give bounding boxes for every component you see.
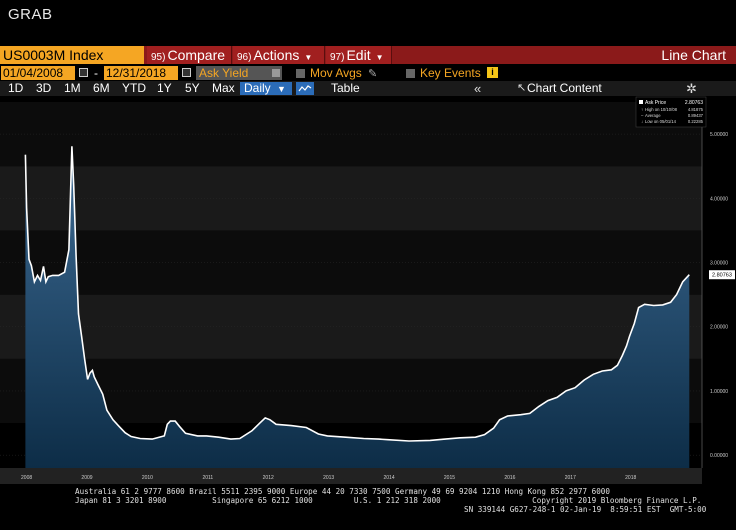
mov-avgs-label[interactable]: Mov Avgs: [310, 66, 362, 80]
x-tick-label: 2018: [625, 475, 636, 481]
period-3d-button[interactable]: 3D: [36, 81, 52, 95]
footer-session-line: SN 339144 G627-248-1 02-Jan-19 8:59:51 E…: [464, 505, 707, 514]
x-tick-label: 2012: [263, 475, 274, 481]
y-tick-label: 1.00000: [710, 389, 728, 395]
footer: Australia 61 2 9777 8600 Brazil 5511 239…: [0, 487, 736, 530]
calendar-icon[interactable]: [79, 68, 88, 77]
mov-avgs-checkbox[interactable]: [296, 69, 305, 78]
actions-num: 96): [237, 52, 252, 63]
line-chart[interactable]: 0.00000 1.00000 2.00000 3.00000 4.00000 5.000…: [0, 96, 736, 484]
key-events-label[interactable]: Key Events: [420, 66, 481, 80]
gear-icon[interactable]: ✲: [686, 81, 697, 96]
period-6m-button[interactable]: 6M: [93, 81, 110, 95]
y-tick-label: 5.00000: [710, 132, 728, 138]
chart-content-icon: ↖: [517, 82, 527, 94]
x-tick-label: 2015: [444, 475, 455, 481]
frequency-value: Daily: [244, 81, 271, 95]
y-tick-label: 4.00000: [710, 196, 728, 202]
frequency-select[interactable]: Daily ▼: [240, 82, 292, 95]
compare-num: 95): [151, 52, 166, 63]
compare-button[interactable]: 95) Compare: [147, 46, 232, 64]
legend-average-marker: –: [641, 113, 644, 118]
calendar-icon[interactable]: [182, 68, 191, 77]
legend-high-value: 4.81875: [688, 107, 704, 112]
legend-box: [635, 96, 707, 128]
x-tick-label: 2010: [142, 475, 153, 481]
field-select[interactable]: Ask Yield: [196, 66, 282, 80]
ticker-input[interactable]: US0003M Index: [0, 46, 144, 64]
x-tick-label: 2016: [504, 475, 515, 481]
command-bar: US0003M Index 95) Compare 96) Actions ▼ 97)…: [0, 46, 736, 64]
x-tick-label: 2014: [383, 475, 394, 481]
x-tick-label: 2013: [323, 475, 334, 481]
legend-low-marker: ↓: [641, 119, 643, 124]
line-chart-icon[interactable]: [296, 82, 314, 95]
series-area: [25, 146, 690, 469]
actions-label: Actions: [253, 47, 300, 63]
legend-series-name: Ask Price: [645, 100, 666, 106]
info-icon[interactable]: i: [487, 67, 498, 78]
legend-series-value: 2.80763: [685, 100, 703, 106]
footer-contacts-line-2: Japan 81 3 3201 8900 Singapore 65 6212 1…: [75, 496, 702, 505]
y-tick-label: 0.00000: [710, 453, 728, 459]
actions-menu[interactable]: 96) Actions ▼: [233, 46, 325, 64]
period-1d-button[interactable]: 1D: [8, 81, 24, 95]
legend-high-label: High on 10/10/08: [645, 107, 678, 112]
chart-content-button[interactable]: Chart Content: [527, 81, 602, 95]
edit-menu[interactable]: 97) Edit ▼: [326, 46, 392, 64]
chart-type-label: Line Chart: [661, 47, 726, 63]
legend-swatch: [639, 100, 643, 104]
period-5y-button[interactable]: 5Y: [185, 81, 200, 95]
edit-label: Edit: [346, 47, 371, 63]
y-tick-label: 2.00000: [710, 325, 728, 331]
collapse-icon[interactable]: «: [474, 81, 482, 96]
edit-num: 97): [330, 52, 345, 63]
x-tick-label: 2008: [21, 475, 32, 481]
y-tick-label: 3.00000: [710, 261, 728, 267]
period-1m-button[interactable]: 1M: [64, 81, 81, 95]
period-1y-button[interactable]: 1Y: [157, 81, 172, 95]
legend-low-value: 0.22285: [688, 119, 704, 124]
last-value-label: 2.80763: [712, 273, 732, 279]
period-ytd-button[interactable]: YTD: [122, 81, 146, 95]
window-title: GRAB: [8, 6, 53, 23]
chevron-down-icon: ▼: [277, 84, 286, 94]
edit-caret-icon: ▼: [375, 53, 384, 62]
legend: Ask Price 2.80763 ↑ High on 10/10/08 4.8…: [635, 96, 707, 128]
footer-contacts-line: Australia 61 2 9777 8600 Brazil 5511 239…: [75, 487, 610, 496]
x-tick-label: 2017: [565, 475, 576, 481]
legend-low-label: Low on 05/01/14: [645, 119, 677, 124]
x-axis-band: [0, 468, 702, 484]
period-max-button[interactable]: Max: [212, 81, 235, 95]
date-bar: 01/04/2008 - 12/31/2018 Ask Yield Mov Av…: [0, 65, 736, 81]
end-date-input[interactable]: 12/31/2018: [104, 66, 178, 80]
table-button[interactable]: Table: [331, 81, 360, 95]
compare-label: Compare: [167, 47, 226, 63]
date-separator: -: [94, 66, 98, 80]
x-tick-label: 2011: [202, 475, 213, 481]
pencil-icon[interactable]: ✎: [368, 68, 378, 80]
x-tick-label: 2009: [81, 475, 92, 481]
start-date-input[interactable]: 01/04/2008: [1, 66, 75, 80]
chevron-down-icon: [272, 69, 280, 77]
legend-average-label: Average: [645, 113, 661, 118]
legend-high-marker: ↑: [641, 107, 643, 112]
period-bar: 1D 3D 1M 6M YTD 1Y 5Y Max Daily ▼ Table …: [0, 81, 736, 96]
series-line-ask-price: [24, 146, 690, 442]
actions-caret-icon: ▼: [304, 53, 313, 62]
last-value-tag: [709, 270, 735, 280]
legend-average-value: 0.89437: [688, 113, 704, 118]
key-events-checkbox[interactable]: [406, 69, 415, 78]
field-select-value: Ask Yield: [199, 66, 249, 80]
